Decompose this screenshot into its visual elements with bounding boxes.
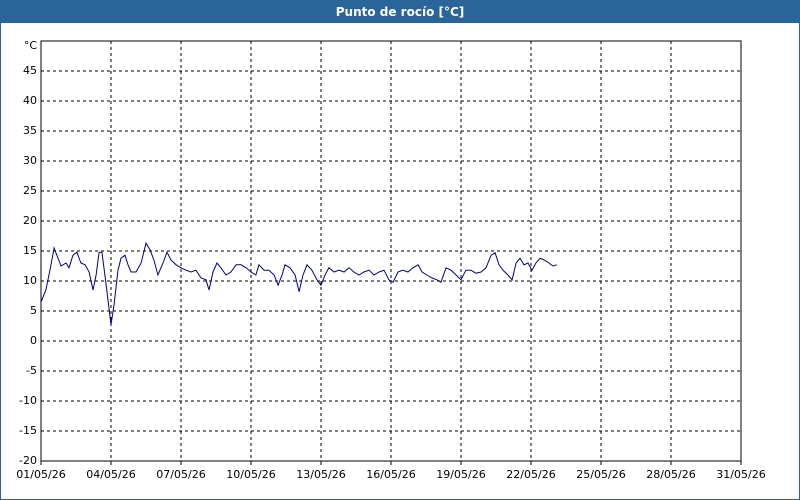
data-line — [40, 241, 558, 325]
chart-title: Punto de rocío [°C] — [335, 5, 465, 19]
x-tick-label: 25/05/26 — [576, 468, 625, 481]
chart: °C -20 -15 -10 -5 0 5 10 15 20 25 30 35 40 45 01/05/26 0… — [16, 39, 765, 481]
title-bar: Punto de rocío [°C] — [1, 1, 799, 23]
x-tick-label: 16/05/26 — [366, 468, 415, 481]
y-tick-label: 35 — [23, 124, 37, 137]
y-axis-label: °C — [24, 39, 38, 52]
y-tick-label: 0 — [30, 334, 37, 347]
y-tick-label: -10 — [19, 394, 37, 407]
x-tick-label: 13/05/26 — [296, 468, 345, 481]
y-tick-label: 40 — [23, 94, 37, 107]
x-tick-label: 07/05/26 — [156, 468, 205, 481]
y-tick-label: 30 — [23, 154, 37, 167]
y-tick-label: 45 — [23, 64, 37, 77]
x-tick-label: 31/05/26 — [716, 468, 765, 481]
x-tick-label: 22/05/26 — [506, 468, 555, 481]
y-tick-label: -20 — [19, 454, 37, 467]
plot-frame — [40, 40, 742, 462]
x-tick-label: 04/05/26 — [86, 468, 135, 481]
x-tick-label: 10/05/26 — [226, 468, 275, 481]
y-tick-label: 15 — [23, 244, 37, 257]
x-tick-label: 01/05/26 — [16, 468, 65, 481]
y-tick-label: -5 — [26, 364, 37, 377]
x-tick-label: 19/05/26 — [436, 468, 485, 481]
y-tick-label: 5 — [30, 304, 37, 317]
y-tick-label: 10 — [23, 274, 37, 287]
x-tick-label: 28/05/26 — [646, 468, 695, 481]
y-tick-label: 25 — [23, 184, 37, 197]
y-tick-label: -15 — [19, 424, 37, 437]
y-tick-label: 20 — [23, 214, 37, 227]
